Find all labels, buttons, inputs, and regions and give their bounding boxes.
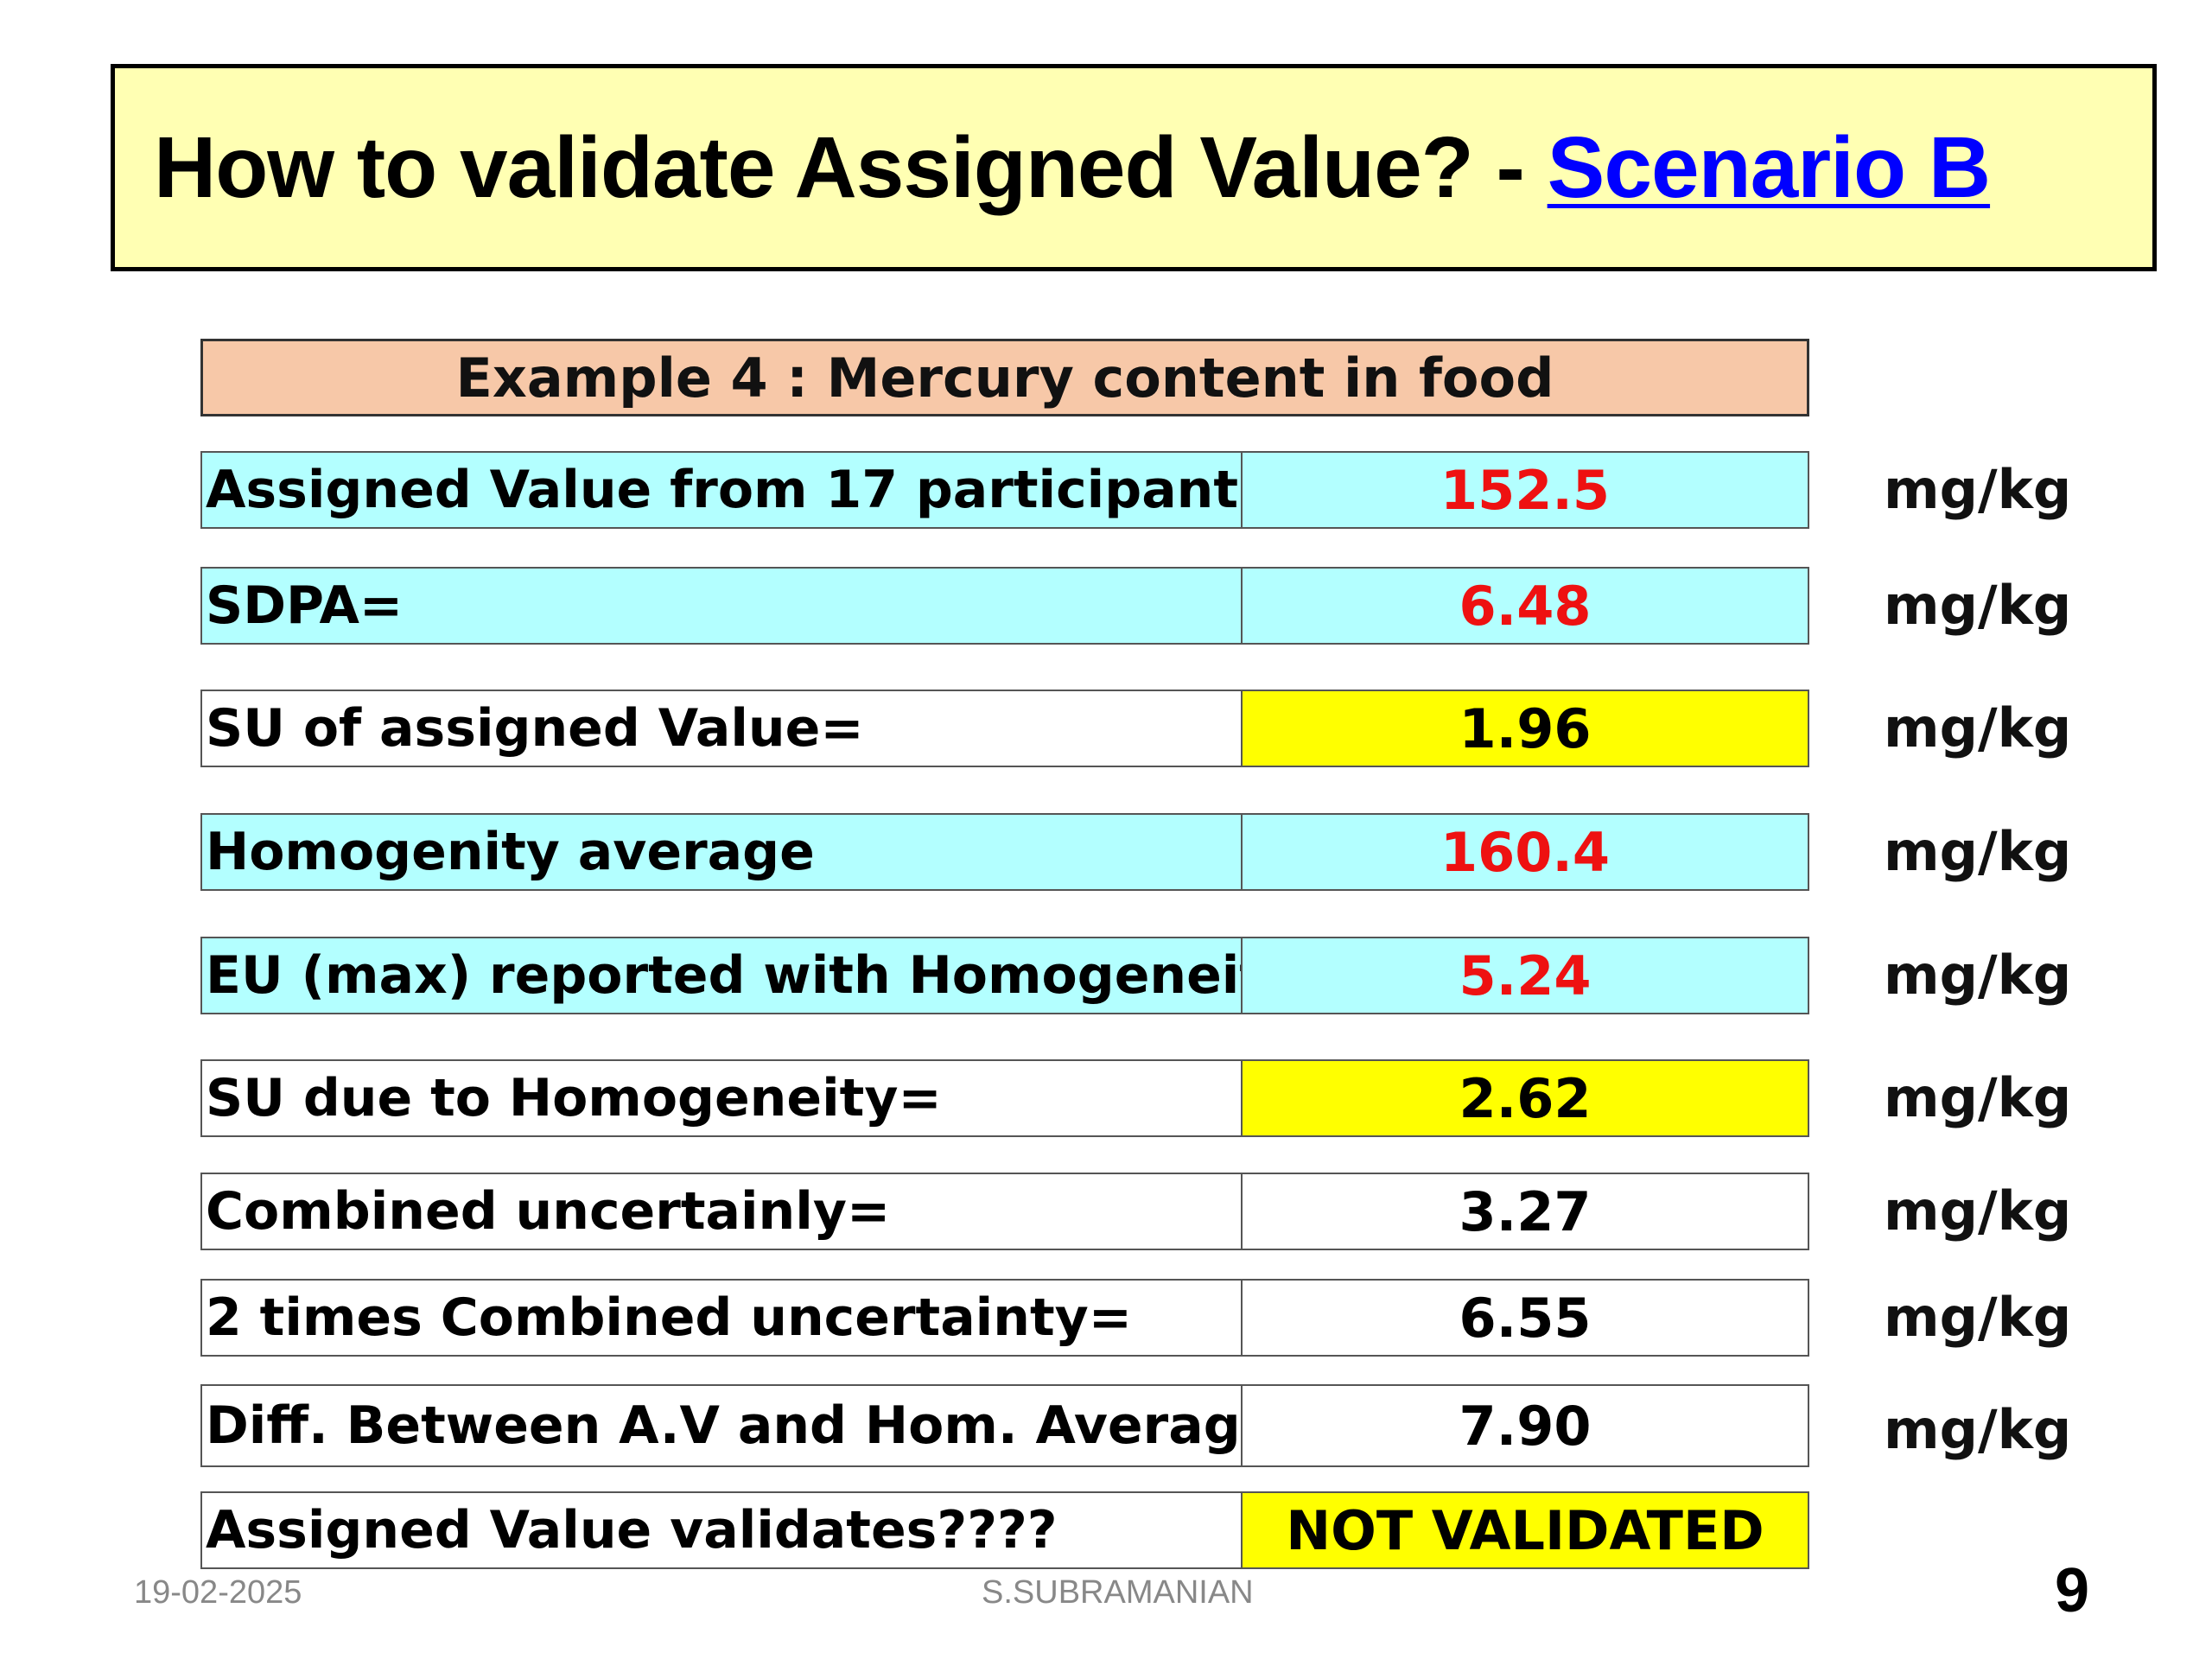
row-value: 5.24 [1241, 937, 1809, 1014]
page-title: How to validate Assigned Value? - Scenar… [154, 118, 1991, 218]
footer-author: S.SUBRAMANIAN [982, 1574, 1254, 1611]
table-row: Combined uncertainly= 3.27 [200, 1173, 1809, 1250]
row-value: 6.55 [1241, 1279, 1809, 1357]
row-value: 6.48 [1241, 567, 1809, 645]
title-text: How to validate Assigned Value? - [154, 118, 1548, 216]
row-value: 160.4 [1241, 813, 1809, 891]
row-label: EU (max) reported with Homogeneity= [200, 937, 1241, 1014]
example-header: Example 4 : Mercury content in food [200, 339, 1809, 416]
validation-result: NOT VALIDATED [1241, 1491, 1809, 1569]
table-row: SU due to Homogeneity= 2.62 [200, 1059, 1809, 1137]
table-row: EU (max) reported with Homogeneity= 5.24 [200, 937, 1809, 1014]
table-row: Assigned Value from 17 participants= 152… [200, 451, 1809, 529]
row-unit: mg/kg [1884, 1179, 2072, 1243]
row-unit: mg/kg [1884, 820, 2072, 883]
table-row: SDPA= 6.48 [200, 567, 1809, 645]
row-label: Diff. Between A.V and Hom. Average= [200, 1384, 1241, 1467]
footer-date: 19-02-2025 [134, 1574, 302, 1611]
row-value: 1.96 [1241, 690, 1809, 767]
row-value: 7.90 [1241, 1384, 1809, 1467]
row-unit: mg/kg [1884, 574, 2072, 637]
row-unit: mg/kg [1884, 458, 2072, 521]
row-unit: mg/kg [1884, 1398, 2072, 1461]
table-row: Assigned Value validates???? NOT VALIDAT… [200, 1491, 1809, 1569]
row-unit: mg/kg [1884, 1066, 2072, 1129]
row-value: 152.5 [1241, 451, 1809, 529]
table-row: 2 times Combined uncertainty= 6.55 [200, 1279, 1809, 1357]
page-number: 9 [2055, 1556, 2090, 1625]
row-value: 3.27 [1241, 1173, 1809, 1250]
row-label: SU due to Homogeneity= [200, 1059, 1241, 1137]
row-unit: mg/kg [1884, 696, 2072, 760]
row-label: Assigned Value validates???? [200, 1491, 1241, 1569]
row-value: 2.62 [1241, 1059, 1809, 1137]
row-label: SDPA= [200, 567, 1241, 645]
row-label: Combined uncertainly= [200, 1173, 1241, 1250]
row-label: SU of assigned Value= [200, 690, 1241, 767]
scenario-link[interactable]: Scenario B [1547, 118, 1991, 216]
table-row: Diff. Between A.V and Hom. Average= 7.90 [200, 1384, 1809, 1467]
table-row: SU of assigned Value= 1.96 [200, 690, 1809, 767]
title-box: How to validate Assigned Value? - Scenar… [111, 64, 2157, 271]
row-label: Homogenity average [200, 813, 1241, 891]
row-label: Assigned Value from 17 participants= [200, 451, 1241, 529]
row-label: 2 times Combined uncertainty= [200, 1279, 1241, 1357]
row-unit: mg/kg [1884, 944, 2072, 1007]
table-row: Homogenity average 160.4 [200, 813, 1809, 891]
row-unit: mg/kg [1884, 1286, 2072, 1349]
